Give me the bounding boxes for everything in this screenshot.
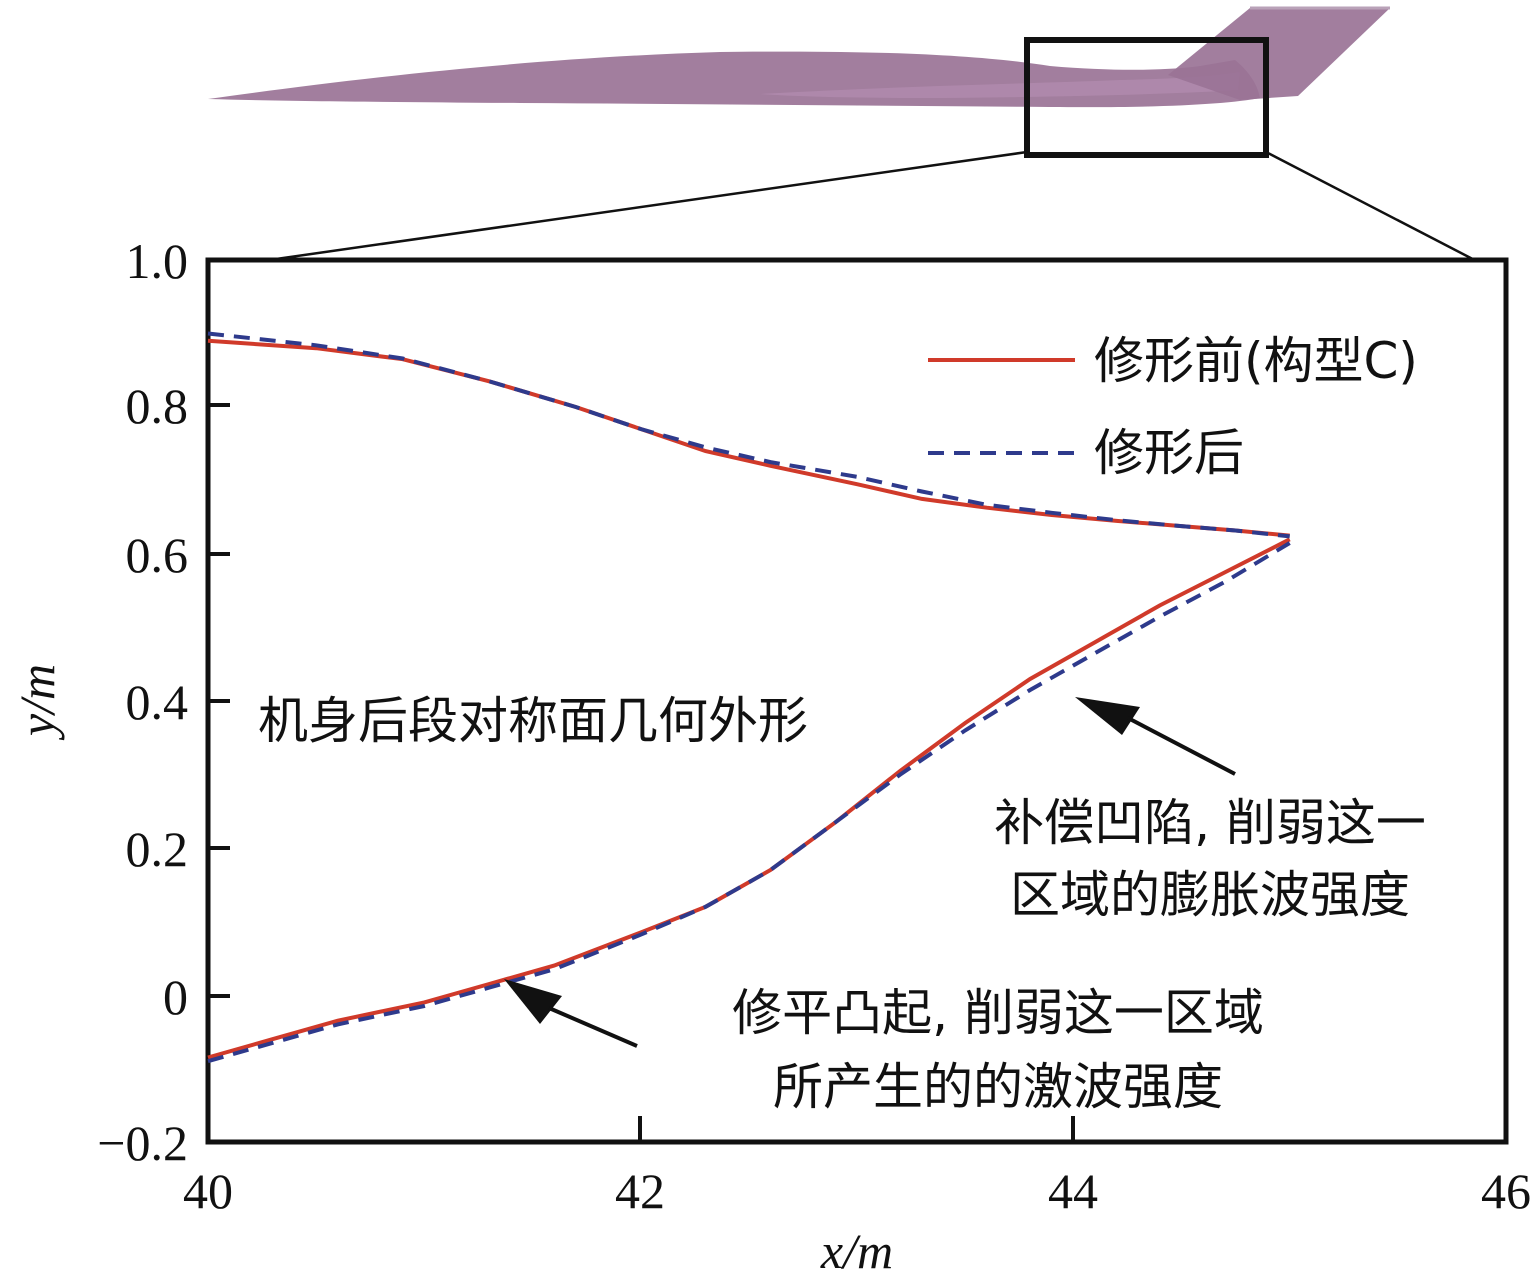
legend-label: 修形后	[1094, 424, 1244, 482]
annotation-upper-group: 补偿凹陷, 削弱这一 区域的膨胀波强度	[994, 697, 1426, 924]
annotation-main: 机身后段对称面几何外形	[258, 692, 808, 750]
y-tick-label: 1.0	[126, 233, 189, 289]
legend: 修形前(构型C) 修形后	[928, 332, 1418, 482]
series-after-upper-line	[207, 331, 1290, 539]
x-tick-label: 42	[615, 1163, 665, 1219]
aircraft-illustration	[208, 6, 1390, 108]
zoom-box	[1024, 37, 1269, 158]
annotation-lower-line: 修平凸起, 削弱这一区域	[732, 984, 1264, 1042]
y-tick-label: 0.2	[126, 821, 189, 877]
annotation-arrow-lower-shaft	[548, 1006, 638, 1048]
annotation-arrow-lower-head	[504, 979, 562, 1024]
x-axis-label: x/m	[820, 1223, 893, 1274]
plot-area	[205, 257, 1509, 1145]
legend-label: 修形前(构型C)	[1094, 332, 1418, 390]
aircraft-tail-fin	[1168, 8, 1390, 100]
y-tick-label: −0.2	[97, 1115, 188, 1171]
y-tick-label: 0.6	[126, 527, 189, 583]
y-tick-labels: 1.0 0.8 0.6 0.4 0.2 0 −0.2	[97, 233, 188, 1171]
y-tick-label: 0.8	[126, 378, 189, 434]
annotation-upper-line: 补偿凹陷, 削弱这一	[994, 794, 1426, 852]
series-before-lower-line	[207, 537, 1291, 1060]
x-tick-marks	[638, 1116, 1075, 1142]
annotation-lower-group: 修平凸起, 削弱这一区域 所产生的的激波强度	[504, 979, 1264, 1116]
annotation-arrow-upper-head	[1075, 697, 1140, 735]
x-tick-label: 40	[183, 1163, 233, 1219]
annotation-upper-line: 区域的膨胀波强度	[1010, 866, 1410, 924]
zoom-connector-right	[1265, 150, 1491, 270]
series-group	[207, 331, 1291, 1064]
aircraft-fuselage	[208, 51, 1260, 108]
annotation-lower-line: 所产生的的激波强度	[773, 1058, 1223, 1116]
x-tick-labels: 40 42 44 46	[183, 1163, 1531, 1219]
x-tick-label: 44	[1048, 1163, 1098, 1219]
zoom-connector-left	[212, 150, 1028, 270]
annotation-arrow-upper-shaft	[1127, 716, 1236, 776]
y-axis-label: y/m	[9, 664, 65, 741]
y-tick-label: 0.4	[126, 674, 189, 730]
aircraft-wing-root	[760, 72, 1240, 98]
x-tick-label: 46	[1481, 1163, 1531, 1219]
series-after-lower-line	[207, 541, 1291, 1064]
y-tick-label: 0	[163, 969, 188, 1025]
y-tick-marks	[208, 403, 230, 998]
